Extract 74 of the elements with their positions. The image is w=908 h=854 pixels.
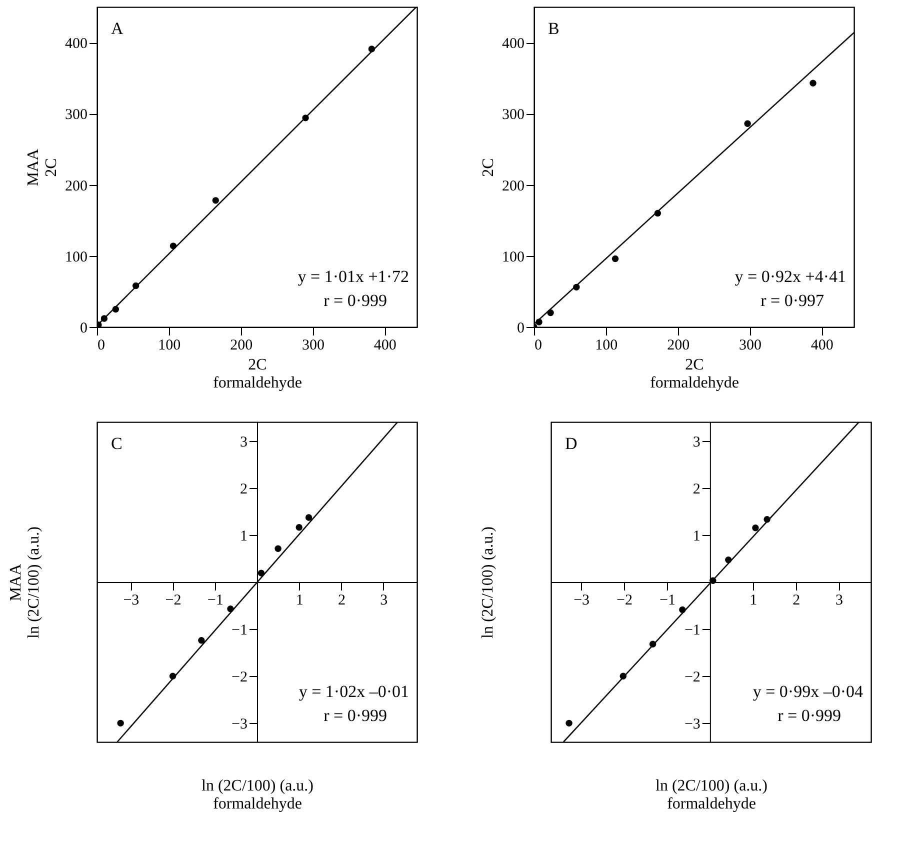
annotation: r = 0·999 xyxy=(324,706,387,725)
annotation: r = 0·999 xyxy=(778,706,841,725)
point xyxy=(117,720,124,727)
y-tick-label: 400 xyxy=(65,36,88,52)
x-axis-title: ln (2C/100) (a.u.) formaldehyde xyxy=(656,778,768,812)
annotation: D xyxy=(565,434,578,453)
x-tick-label: 3 xyxy=(836,592,844,608)
annotation: A xyxy=(111,19,124,38)
point xyxy=(198,637,205,644)
y-tick-label: 3 xyxy=(240,434,248,450)
point xyxy=(810,80,816,86)
y-tick-label: 1 xyxy=(240,528,248,544)
annotation: C xyxy=(111,434,122,453)
x-tick-label: −1 xyxy=(207,592,224,608)
x-tick-label: 400 xyxy=(374,338,396,354)
y-tick-label: 3 xyxy=(692,434,700,450)
y-tick-label: 300 xyxy=(502,107,524,124)
y-tick-label: 2 xyxy=(240,481,248,498)
x-tick-label: −2 xyxy=(616,592,633,608)
x-tick-label: 2 xyxy=(338,592,346,608)
point xyxy=(612,255,619,262)
y-axis-title: MAA 2C xyxy=(25,148,60,186)
x-tick-label: 400 xyxy=(810,338,834,354)
y-tick-label: 300 xyxy=(65,107,88,124)
y-axis-title: MAA ln (2C/100) (a.u.) xyxy=(8,526,43,638)
annotation: y = 1·01x +1·72 xyxy=(298,267,409,286)
x-tick-label: 300 xyxy=(738,338,762,354)
point xyxy=(752,524,759,532)
x-axis-title: 2C formaldehyde xyxy=(213,356,302,392)
y-tick-label: 100 xyxy=(65,249,88,266)
annotation: y = 0·92x +4·41 xyxy=(734,267,846,286)
x-tick-label: 1 xyxy=(296,592,304,608)
y-tick-label: 200 xyxy=(65,178,88,194)
x-axis-title: ln (2C/100) (a.u.) formaldehyde xyxy=(202,778,314,812)
point xyxy=(305,514,312,521)
y-tick-label: −1 xyxy=(232,622,248,639)
annotation: y = 1·02x –0·01 xyxy=(298,682,409,701)
y-tick-label: 0 xyxy=(80,320,88,336)
point xyxy=(296,524,302,531)
x-tick-label: 300 xyxy=(302,338,324,354)
y-tick-label: −3 xyxy=(684,716,700,733)
x-tick-label: 3 xyxy=(380,592,388,608)
y-tick-label: 2 xyxy=(692,481,700,498)
x-tick-label: 100 xyxy=(595,338,618,354)
y-tick-label: −2 xyxy=(684,670,700,686)
point xyxy=(744,120,751,127)
x-tick-label: 0 xyxy=(534,338,542,354)
x-tick-label: 2 xyxy=(792,592,800,608)
y-tick-label: 200 xyxy=(502,178,524,194)
x-tick-label: −3 xyxy=(123,592,140,608)
x-axis-title: 2C formaldehyde xyxy=(650,356,739,392)
point xyxy=(566,720,572,727)
y-tick-label: 400 xyxy=(502,36,524,52)
annotation: r = 0·997 xyxy=(760,291,824,310)
point xyxy=(274,545,282,552)
y-axis-title: ln (2C/100) (a.u.) xyxy=(480,526,497,638)
x-tick-label: 0 xyxy=(98,338,105,354)
annotation: B xyxy=(548,19,560,38)
y-tick-label: −3 xyxy=(232,716,248,733)
x-tick-label: 100 xyxy=(158,338,181,354)
x-tick-label: −3 xyxy=(574,592,590,608)
annotation: r = 0·999 xyxy=(324,291,387,310)
x-tick-label: 200 xyxy=(667,338,690,354)
y-tick-label: 0 xyxy=(517,320,524,336)
x-tick-label: −1 xyxy=(659,592,676,608)
point xyxy=(212,197,220,204)
y-tick-label: −1 xyxy=(684,622,700,639)
y-tick-label: −2 xyxy=(232,670,248,686)
y-tick-label: 1 xyxy=(692,528,700,544)
x-tick-label: 1 xyxy=(750,592,758,608)
x-tick-label: −2 xyxy=(165,592,182,608)
y-tick-label: 100 xyxy=(502,249,524,266)
annotation: y = 0·99x –0·04 xyxy=(752,682,864,701)
y-axis-title: 2C xyxy=(480,158,497,177)
